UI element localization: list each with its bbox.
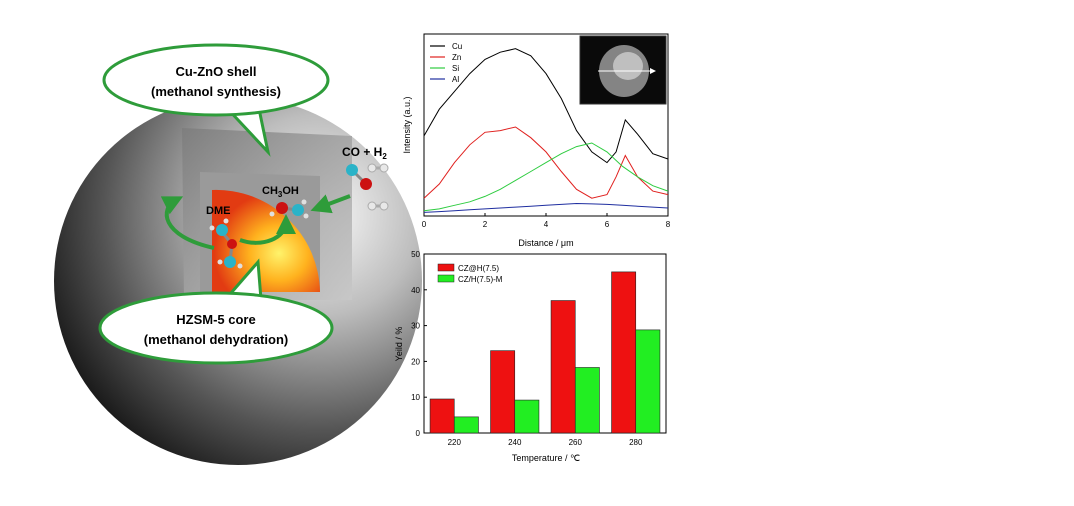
- y-tick-label: 40: [411, 286, 420, 295]
- linescan-chart: 0 2 4 6 8 Distance / μm Intensity (a.u.) Cu Z…: [402, 33, 671, 248]
- y-tick-label: 0: [416, 429, 421, 438]
- core-bubble: HZSM-5 core (methanol dehydration): [98, 258, 334, 365]
- x-tick-label: 0: [422, 220, 427, 229]
- linescan-series-group: [423, 48, 669, 213]
- shell-bubble: Cu-ZnO shell (methanol synthesis): [102, 43, 330, 157]
- x-tick-label: 4: [544, 220, 549, 229]
- bar-260-cz-slash-h-m: [574, 367, 600, 434]
- legend-label: Zn: [452, 53, 461, 62]
- yield-chart: 0 10 20 30 40 50 220 240 260 280 Temperature / ℃…: [394, 250, 667, 463]
- x-tick-label: 220: [448, 438, 462, 447]
- bar-260-cz-at-h: [550, 300, 576, 434]
- dme-molecule: [209, 218, 243, 269]
- y-tick-label: 10: [411, 393, 420, 402]
- feed-label: CO + H2: [342, 145, 387, 161]
- legend-swatch: [437, 263, 455, 272]
- linescan-ylabel: Intensity (a.u.): [402, 96, 412, 153]
- y-tick-label: 30: [411, 322, 420, 331]
- linescan-legend: Cu Zn Si Al: [430, 42, 462, 84]
- series-line-cu: [423, 48, 669, 164]
- recycle-arrow-left: [160, 196, 215, 250]
- x-tick-label: 6: [605, 220, 610, 229]
- methanol-label: CH3OH: [262, 185, 299, 199]
- legend-label: Cu: [452, 42, 462, 51]
- x-tick-label: 8: [666, 220, 671, 229]
- y-tick-label: 20: [411, 357, 420, 366]
- x-tick-label: 240: [508, 438, 522, 447]
- legend-label: Al: [452, 75, 459, 84]
- dme-label: DME: [206, 205, 230, 217]
- feed-arrow: [310, 194, 351, 214]
- bar-280-cz-at-h: [611, 271, 637, 434]
- series-line-al: [423, 202, 669, 213]
- legend-label: Si: [452, 64, 459, 73]
- shell-subtitle: (methanol synthesis): [151, 84, 281, 99]
- yield-bars: [429, 271, 661, 434]
- core-title: HZSM-5 core: [176, 312, 255, 327]
- yield-legend: CZ@H(7.5) CZ/H(7.5)-M: [437, 263, 503, 284]
- yield-x-ticks: 220 240 260 280: [448, 438, 643, 447]
- recycle-arrow-right: [239, 214, 296, 245]
- core-subtitle: (methanol dehydration): [144, 332, 288, 347]
- legend-swatch: [437, 274, 455, 283]
- y-tick-label: 50: [411, 250, 420, 259]
- sem-inset: [579, 35, 667, 105]
- series-line-si: [423, 142, 669, 212]
- bar-240-cz-at-h: [490, 350, 516, 434]
- series-line-zn: [423, 126, 669, 199]
- yield-ylabel: Yeild / %: [394, 327, 404, 362]
- methanol-molecule: [269, 199, 309, 219]
- shell-title: Cu-ZnO shell: [176, 64, 257, 79]
- linescan-xlabel: Distance / μm: [518, 238, 573, 248]
- x-tick-label: 280: [629, 438, 643, 447]
- yield-xlabel: Temperature / ℃: [512, 453, 580, 463]
- co-h2-molecules: [346, 163, 389, 211]
- bar-280-cz-slash-h-m: [635, 329, 661, 434]
- core-shell-illustration: Cu-ZnO shell (methanol synthesis) HZSM-5…: [54, 43, 422, 465]
- legend-label: CZ@H(7.5): [458, 264, 499, 273]
- legend-label: CZ/H(7.5)-M: [458, 275, 503, 284]
- linescan-x-ticks: 0 2 4 6 8: [422, 213, 671, 229]
- bar-220-cz-slash-h-m: [453, 416, 479, 434]
- yield-y-ticks: 0 10 20 30 40 50: [411, 250, 427, 438]
- x-tick-label: 260: [569, 438, 583, 447]
- bar-220-cz-at-h: [429, 398, 455, 434]
- bar-240-cz-slash-h-m: [514, 399, 540, 434]
- x-tick-label: 2: [483, 220, 488, 229]
